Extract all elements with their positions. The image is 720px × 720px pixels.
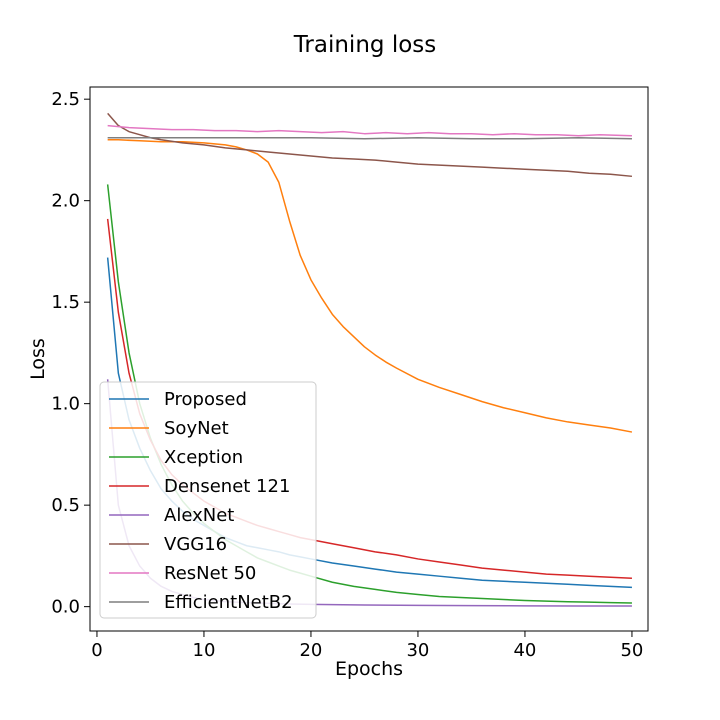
legend: Proposed SoyNet Xception Densenet 121 AlexNe… (99, 381, 317, 619)
x-tick-label: 30 (406, 640, 429, 661)
x-tick-label: 10 (193, 640, 216, 661)
y-tick-label: 1.0 (51, 394, 80, 415)
legend-box (99, 381, 317, 619)
legend-label: AlexNet (164, 505, 234, 526)
y-tick-label: 2.0 (51, 191, 80, 212)
x-tick-label: 50 (620, 640, 643, 661)
x-tick-label: 0 (91, 640, 102, 661)
legend-label: Densenet 121 (164, 476, 290, 497)
legend-label: VGG16 (164, 534, 227, 555)
x-axis: 0 10 20 30 40 50 (91, 631, 643, 661)
series-line-6 (107, 124, 632, 137)
legend-label: Proposed (164, 389, 247, 410)
series-line-1 (107, 139, 633, 433)
series-line-7 (107, 137, 632, 140)
y-tick-label: 0.5 (51, 495, 80, 516)
y-axis-label: Loss (27, 338, 49, 380)
chart-title: Training loss (293, 32, 437, 58)
x-tick-label: 20 (299, 640, 322, 661)
y-tick-label: 1.5 (51, 292, 80, 313)
y-tick-label: 2.5 (51, 89, 80, 110)
legend-label: Xception (164, 447, 243, 468)
legend-label: EfficientNetB2 (164, 592, 293, 613)
x-axis-label: Epochs (335, 658, 403, 680)
y-tick-label: 0.0 (51, 597, 80, 618)
x-tick-label: 40 (513, 640, 536, 661)
legend-label: ResNet 50 (164, 563, 256, 584)
series-line-5 (107, 112, 633, 178)
y-axis: 0.0 0.5 1.0 1.5 2.0 2.5 (51, 89, 90, 618)
legend-label: SoyNet (164, 418, 229, 439)
